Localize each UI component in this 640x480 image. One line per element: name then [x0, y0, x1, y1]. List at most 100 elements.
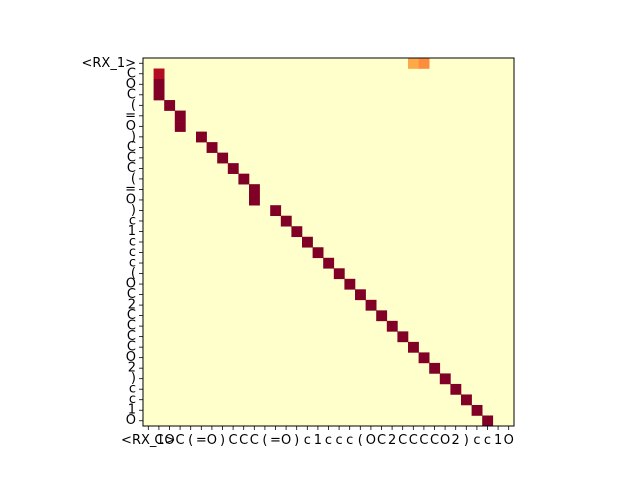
- heatmap-cell: [206, 142, 218, 153]
- y-tick-label: <RX_1>: [82, 56, 137, 71]
- y-tick-label: O: [126, 192, 136, 207]
- y-tick-label: C: [127, 329, 136, 344]
- heatmap-cell: [408, 58, 419, 69]
- x-tick-label: 2: [388, 433, 396, 448]
- y-tick-label: c: [129, 235, 136, 250]
- x-tick-label: C: [176, 433, 185, 448]
- heatmap-cell: [227, 163, 239, 174]
- axis-tick-labels: <RX_1>COC(=O)CCC(=O)c1ccc(OC2CCCCO2)cc1O…: [82, 56, 514, 448]
- heatmap-cell: [280, 215, 292, 227]
- heatmap-cell: [418, 58, 430, 69]
- heatmap-cell: [333, 268, 345, 280]
- x-tick-label: C: [409, 433, 418, 448]
- y-tick-label: O: [126, 277, 136, 292]
- heatmap-cell: [312, 247, 324, 259]
- heatmap-background: [143, 58, 514, 426]
- y-tick-label: c: [129, 245, 136, 260]
- x-tick-label: <RX_1>: [121, 433, 176, 448]
- heatmap-cell: [408, 341, 419, 353]
- x-tick-label: O: [281, 433, 291, 448]
- y-tick-label: C: [127, 340, 136, 355]
- x-tick-label: O: [440, 433, 450, 448]
- y-tick-label: (: [131, 171, 136, 186]
- heatmap-cell: [174, 121, 186, 132]
- y-tick-label: 1: [128, 224, 136, 239]
- x-tick-label: C: [430, 433, 439, 448]
- heatmap-cell: [196, 131, 207, 143]
- y-tick-label: O: [126, 413, 136, 428]
- x-tick-label: (: [188, 433, 193, 448]
- heatmap-cell: [249, 184, 260, 195]
- y-tick-label: C: [127, 140, 136, 155]
- x-tick-label: 2: [452, 433, 460, 448]
- y-tick-label: c: [129, 382, 136, 397]
- x-tick-label: 1: [314, 433, 322, 448]
- heatmap-cell: [302, 236, 313, 248]
- y-tick-label: O: [126, 119, 136, 134]
- heatmap-cell: [164, 100, 176, 111]
- x-tick-label: C: [377, 433, 386, 448]
- heatmap-cells: [143, 58, 514, 427]
- y-tick-label: C: [127, 87, 136, 102]
- y-tick-label: O: [126, 350, 136, 365]
- x-tick-label: ): [220, 433, 225, 448]
- y-tick-label: ): [131, 129, 136, 144]
- x-tick-label: c: [346, 433, 353, 448]
- y-tick-label: 1: [128, 403, 136, 418]
- y-tick-label: C: [127, 161, 136, 176]
- x-tick-label: 1: [494, 433, 502, 448]
- heatmap-cell: [429, 362, 441, 374]
- heatmap-cell: [471, 404, 483, 416]
- heatmap-cell: [386, 320, 398, 332]
- heatmap-cell: [344, 278, 356, 290]
- y-tick-label: C: [127, 308, 136, 323]
- heatmap-cell: [153, 89, 165, 101]
- x-tick-label: ): [294, 433, 299, 448]
- heatmap-cell: [450, 383, 462, 395]
- y-tick-label: C: [127, 66, 136, 81]
- x-tick-label: O: [207, 433, 217, 448]
- heatmap-cell: [365, 299, 377, 311]
- heatmap-cell: [249, 194, 260, 206]
- heatmap-cell: [439, 373, 451, 385]
- x-tick-label: O: [504, 433, 514, 448]
- axis-ticks: [139, 62, 510, 430]
- y-tick-label: =: [125, 108, 136, 123]
- y-tick-label: C: [127, 150, 136, 165]
- y-tick-label: ): [131, 371, 136, 386]
- heatmap-cell: [461, 394, 472, 406]
- heatmap-cell: [418, 352, 430, 364]
- x-tick-label: C: [419, 433, 428, 448]
- heatmap-cell: [323, 257, 335, 269]
- heatmap-cell: [217, 152, 229, 164]
- heatmap-cell: [291, 226, 303, 238]
- y-tick-label: (: [131, 98, 136, 113]
- x-tick-label: (: [358, 433, 363, 448]
- heatmap-cell: [174, 110, 186, 122]
- heatmap-cell: [153, 68, 165, 80]
- x-tick-label: c: [304, 433, 311, 448]
- x-tick-label: c: [336, 433, 343, 448]
- x-tick-label: C: [250, 433, 259, 448]
- y-tick-label: c: [129, 213, 136, 228]
- x-tick-label: c: [484, 433, 491, 448]
- y-tick-label: c: [129, 392, 136, 407]
- heatmap-cell: [238, 173, 250, 185]
- x-tick-label: (: [262, 433, 267, 448]
- x-tick-label: C: [154, 433, 163, 448]
- y-tick-label: =: [125, 182, 136, 197]
- x-tick-label: C: [229, 433, 238, 448]
- x-tick-label: =: [270, 433, 281, 448]
- y-tick-label: O: [126, 77, 136, 92]
- heatmap-cell: [153, 79, 165, 90]
- heatmap-cell: [482, 415, 494, 427]
- y-tick-label: C: [127, 319, 136, 334]
- x-tick-label: c: [325, 433, 332, 448]
- x-tick-label: ): [464, 433, 469, 448]
- x-tick-label: C: [239, 433, 248, 448]
- heatmap-cell: [355, 289, 366, 301]
- heatmap-cell: [270, 205, 282, 217]
- y-tick-label: 2: [128, 361, 136, 376]
- y-tick-label: 2: [128, 298, 136, 313]
